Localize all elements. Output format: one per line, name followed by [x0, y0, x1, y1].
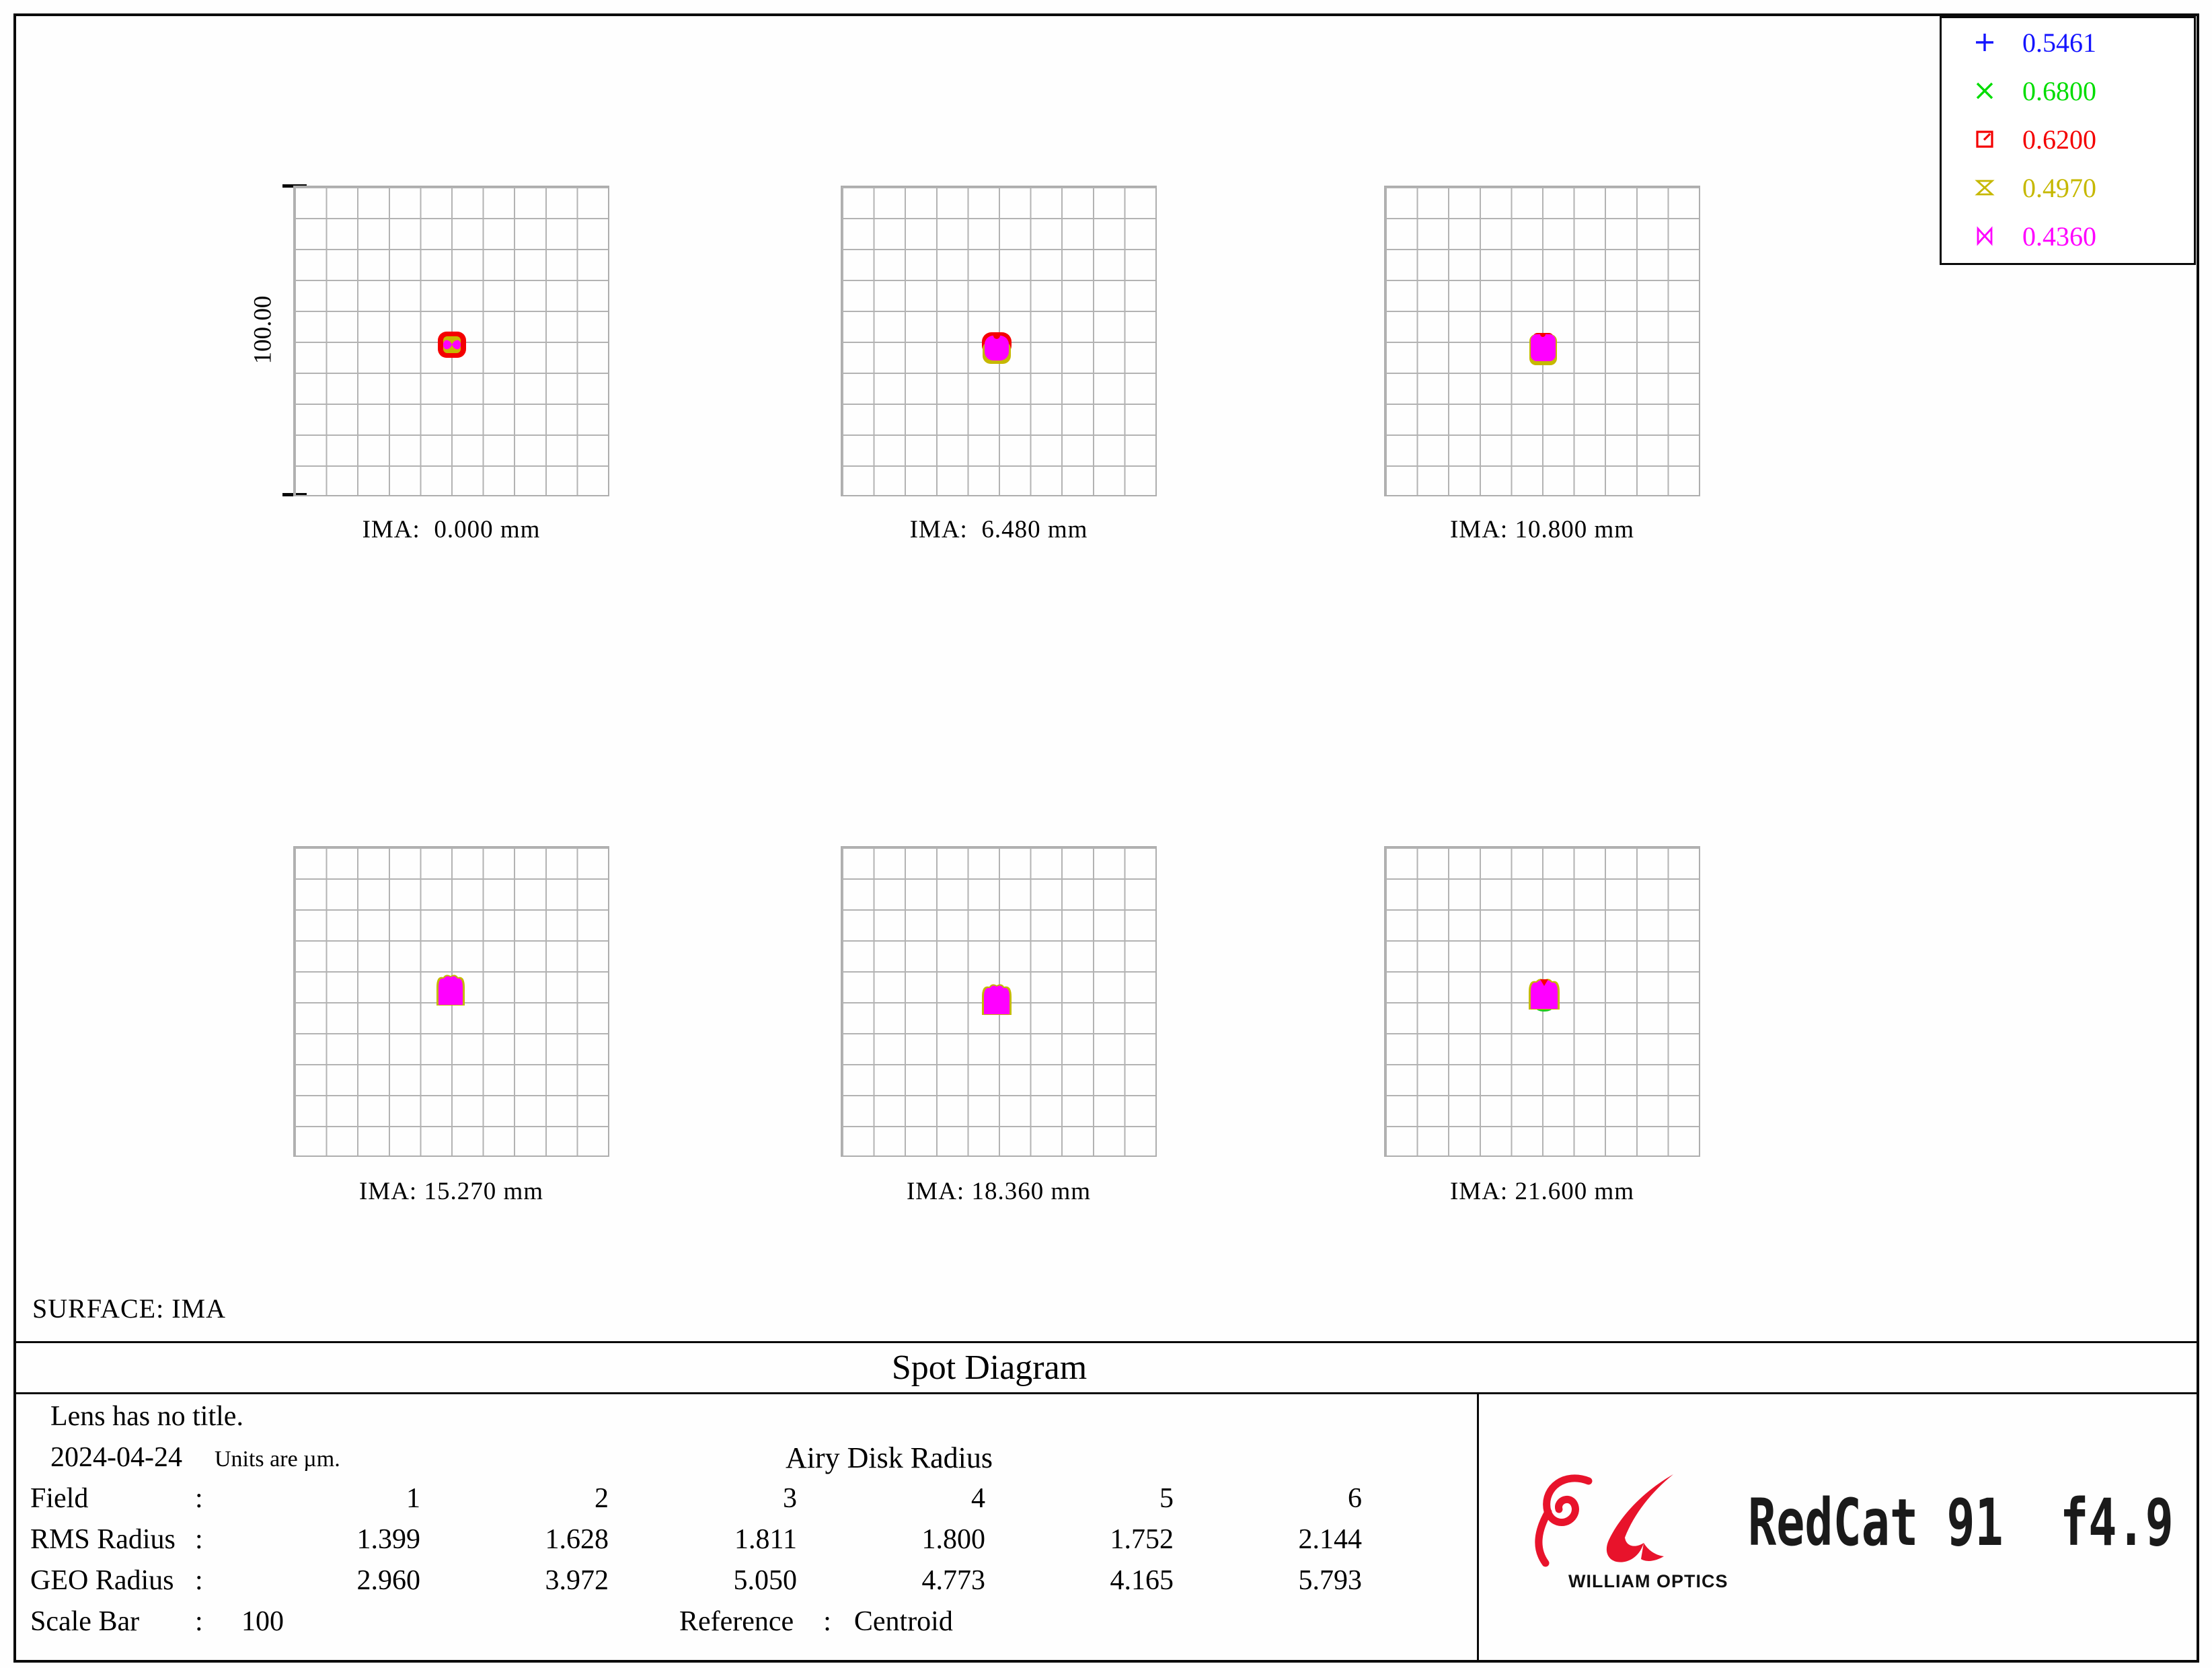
spot-cluster-field-2 [982, 332, 1012, 364]
rms-2: 1.628 [545, 1524, 609, 1555]
units-note: Units are µm. [214, 1447, 340, 1472]
plus-icon [1976, 34, 1993, 51]
legend-row: 0.5461 [1942, 18, 2194, 67]
field-row: Field : 1 2 3 4 5 6 [30, 1478, 1476, 1519]
spot-panel-field-2: IMA: 6.480 mm [841, 186, 1157, 543]
legend-label: 0.6200 [2022, 124, 2096, 155]
field-6: 6 [1348, 1483, 1362, 1514]
legend-row: 0.6800 [1942, 67, 2194, 115]
spot-cluster-field-6 [1529, 979, 1560, 1012]
legend-label: 0.4360 [2022, 221, 2096, 252]
spot-panel-field-4: IMA: 15.270 mm [293, 846, 609, 1205]
geo-5: 4.165 [1110, 1565, 1174, 1596]
wavelength-legend: 0.5461 0.6800 0.6200 0.4970 0.4360 [1940, 16, 2196, 265]
geo-1: 2.960 [356, 1565, 421, 1596]
field-2: 2 [595, 1483, 609, 1514]
spot-cluster-field-5 [982, 984, 1012, 1015]
footer-divider [1477, 1392, 1479, 1660]
surface-label: SURFACE: IMA [32, 1293, 226, 1324]
spot-panel-field-1: IMA: 0.000 mm [293, 186, 609, 543]
spot-cluster-field-4 [436, 975, 465, 1006]
geo-6: 5.793 [1298, 1565, 1363, 1596]
spot-grid [841, 186, 1157, 496]
rms-radius-row: RMS Radius : 1.399 1.628 1.811 1.800 1.7… [30, 1519, 1476, 1560]
scale-bar-label: 100.00 [249, 295, 277, 364]
spot-grid [1384, 186, 1700, 496]
lens-info-table: Lens has no title. 2024-04-24 Units are µ… [30, 1396, 1476, 1642]
ima-label: IMA: 0.000 mm [362, 516, 541, 543]
page-border [13, 13, 2199, 1663]
legend-label: 0.5461 [2022, 27, 2096, 58]
geo-3: 5.050 [733, 1565, 798, 1596]
rms-4: 1.800 [921, 1524, 986, 1555]
reference-label: Reference [679, 1606, 794, 1637]
legend-label: 0.6800 [2022, 75, 2096, 106]
scale-bar-row-label: Scale Bar [30, 1606, 140, 1637]
spot-grid [293, 846, 609, 1157]
page-title: Spot Diagram [891, 1349, 1088, 1387]
field-4: 4 [971, 1483, 985, 1514]
hourglass-icon [1975, 180, 1995, 196]
legend-row: 0.6200 [1942, 115, 2194, 163]
legend-label: 0.4970 [2022, 172, 2096, 203]
rms-row-label: RMS Radius [30, 1524, 176, 1555]
airy-disk-radius-header: Airy Disk Radius [786, 1441, 993, 1474]
rms-3: 1.811 [734, 1524, 797, 1555]
william-optics-logo [1535, 1474, 1673, 1567]
bowtie-icon [1977, 226, 1993, 246]
ima-label: IMA: 6.480 mm [909, 516, 1088, 543]
geo-2: 3.972 [545, 1565, 609, 1596]
reference-value: Centroid [853, 1606, 953, 1637]
william-optics-wordmark: WILLIAM OPTICS [1568, 1571, 1728, 1591]
product-name: RedCat 91 f4.9 [1748, 1485, 2174, 1560]
rms-5: 1.752 [1110, 1524, 1174, 1555]
scale-bar-row: Scale Bar : 100 Reference: Centroid [30, 1601, 1476, 1642]
spot-panel-field-3: IMA: 10.800 mm [1384, 186, 1700, 543]
geo-radius-row: GEO Radius : 2.960 3.972 5.050 4.773 4.1… [30, 1560, 1476, 1601]
field-3: 3 [783, 1483, 797, 1514]
scale-bar-value: 100 [241, 1606, 284, 1637]
reference-note: Reference: Centroid [679, 1606, 953, 1637]
date-units-line: 2024-04-24 Units are µm. Airy Disk Radius [30, 1437, 1476, 1478]
spot-grid [293, 186, 609, 496]
ima-label: IMA: 10.800 mm [1449, 516, 1635, 543]
spot-cluster-field-3 [1529, 333, 1557, 365]
cross-icon [1976, 82, 1993, 100]
spot-grid [1384, 846, 1700, 1157]
ima-label: IMA: 15.270 mm [358, 1178, 544, 1205]
square-icon [1976, 130, 1993, 148]
geo-4: 4.773 [921, 1565, 986, 1596]
legend-row: 0.4360 [1942, 212, 2194, 260]
field-5: 5 [1159, 1483, 1174, 1514]
legend-row: 0.4970 [1942, 163, 2194, 212]
spot-cluster-field-1 [438, 332, 466, 358]
title-band-bottom-rule [13, 1392, 2199, 1394]
title-band-top-rule [13, 1341, 2199, 1343]
lens-title-note: Lens has no title. [50, 1401, 243, 1432]
spot-panel-field-5: IMA: 18.360 mm [841, 846, 1157, 1205]
spot-grid [841, 846, 1157, 1157]
ima-label: IMA: 21.600 mm [1449, 1178, 1635, 1205]
spot-panel-field-6: IMA: 21.600 mm [1384, 846, 1700, 1205]
ima-label: IMA: 18.360 mm [906, 1178, 1092, 1205]
rms-1: 1.399 [356, 1524, 421, 1555]
field-1: 1 [406, 1483, 420, 1514]
field-row-label: Field [30, 1483, 89, 1514]
rms-6: 2.144 [1298, 1524, 1363, 1555]
date-label: 2024-04-24 [50, 1442, 182, 1473]
geo-row-label: GEO Radius [30, 1565, 174, 1596]
